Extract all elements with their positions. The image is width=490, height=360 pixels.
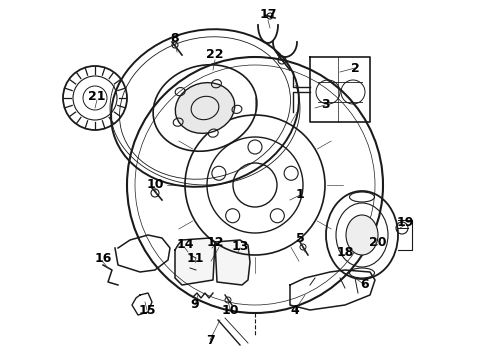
Text: 5: 5 <box>295 231 304 244</box>
Text: 22: 22 <box>206 49 224 62</box>
Text: 2: 2 <box>351 62 359 75</box>
Ellipse shape <box>175 83 235 133</box>
Text: 17: 17 <box>259 9 277 22</box>
Text: 6: 6 <box>361 279 369 292</box>
Text: 20: 20 <box>369 235 387 248</box>
Text: 13: 13 <box>231 239 249 252</box>
Text: 19: 19 <box>396 216 414 229</box>
Text: 1: 1 <box>295 189 304 202</box>
Text: 4: 4 <box>291 303 299 316</box>
Text: 10: 10 <box>146 179 164 192</box>
Text: 18: 18 <box>336 246 354 258</box>
Ellipse shape <box>346 215 378 255</box>
Text: 7: 7 <box>206 333 215 346</box>
Text: 10: 10 <box>221 303 239 316</box>
Text: 16: 16 <box>94 252 112 265</box>
Text: 12: 12 <box>206 235 224 248</box>
Text: 15: 15 <box>138 303 156 316</box>
Polygon shape <box>175 238 215 285</box>
Text: 14: 14 <box>176 238 194 252</box>
Text: 21: 21 <box>88 90 106 103</box>
Polygon shape <box>215 240 250 285</box>
Text: 11: 11 <box>186 252 204 265</box>
Text: 8: 8 <box>171 31 179 45</box>
Text: 9: 9 <box>191 298 199 311</box>
Text: 3: 3 <box>320 99 329 112</box>
